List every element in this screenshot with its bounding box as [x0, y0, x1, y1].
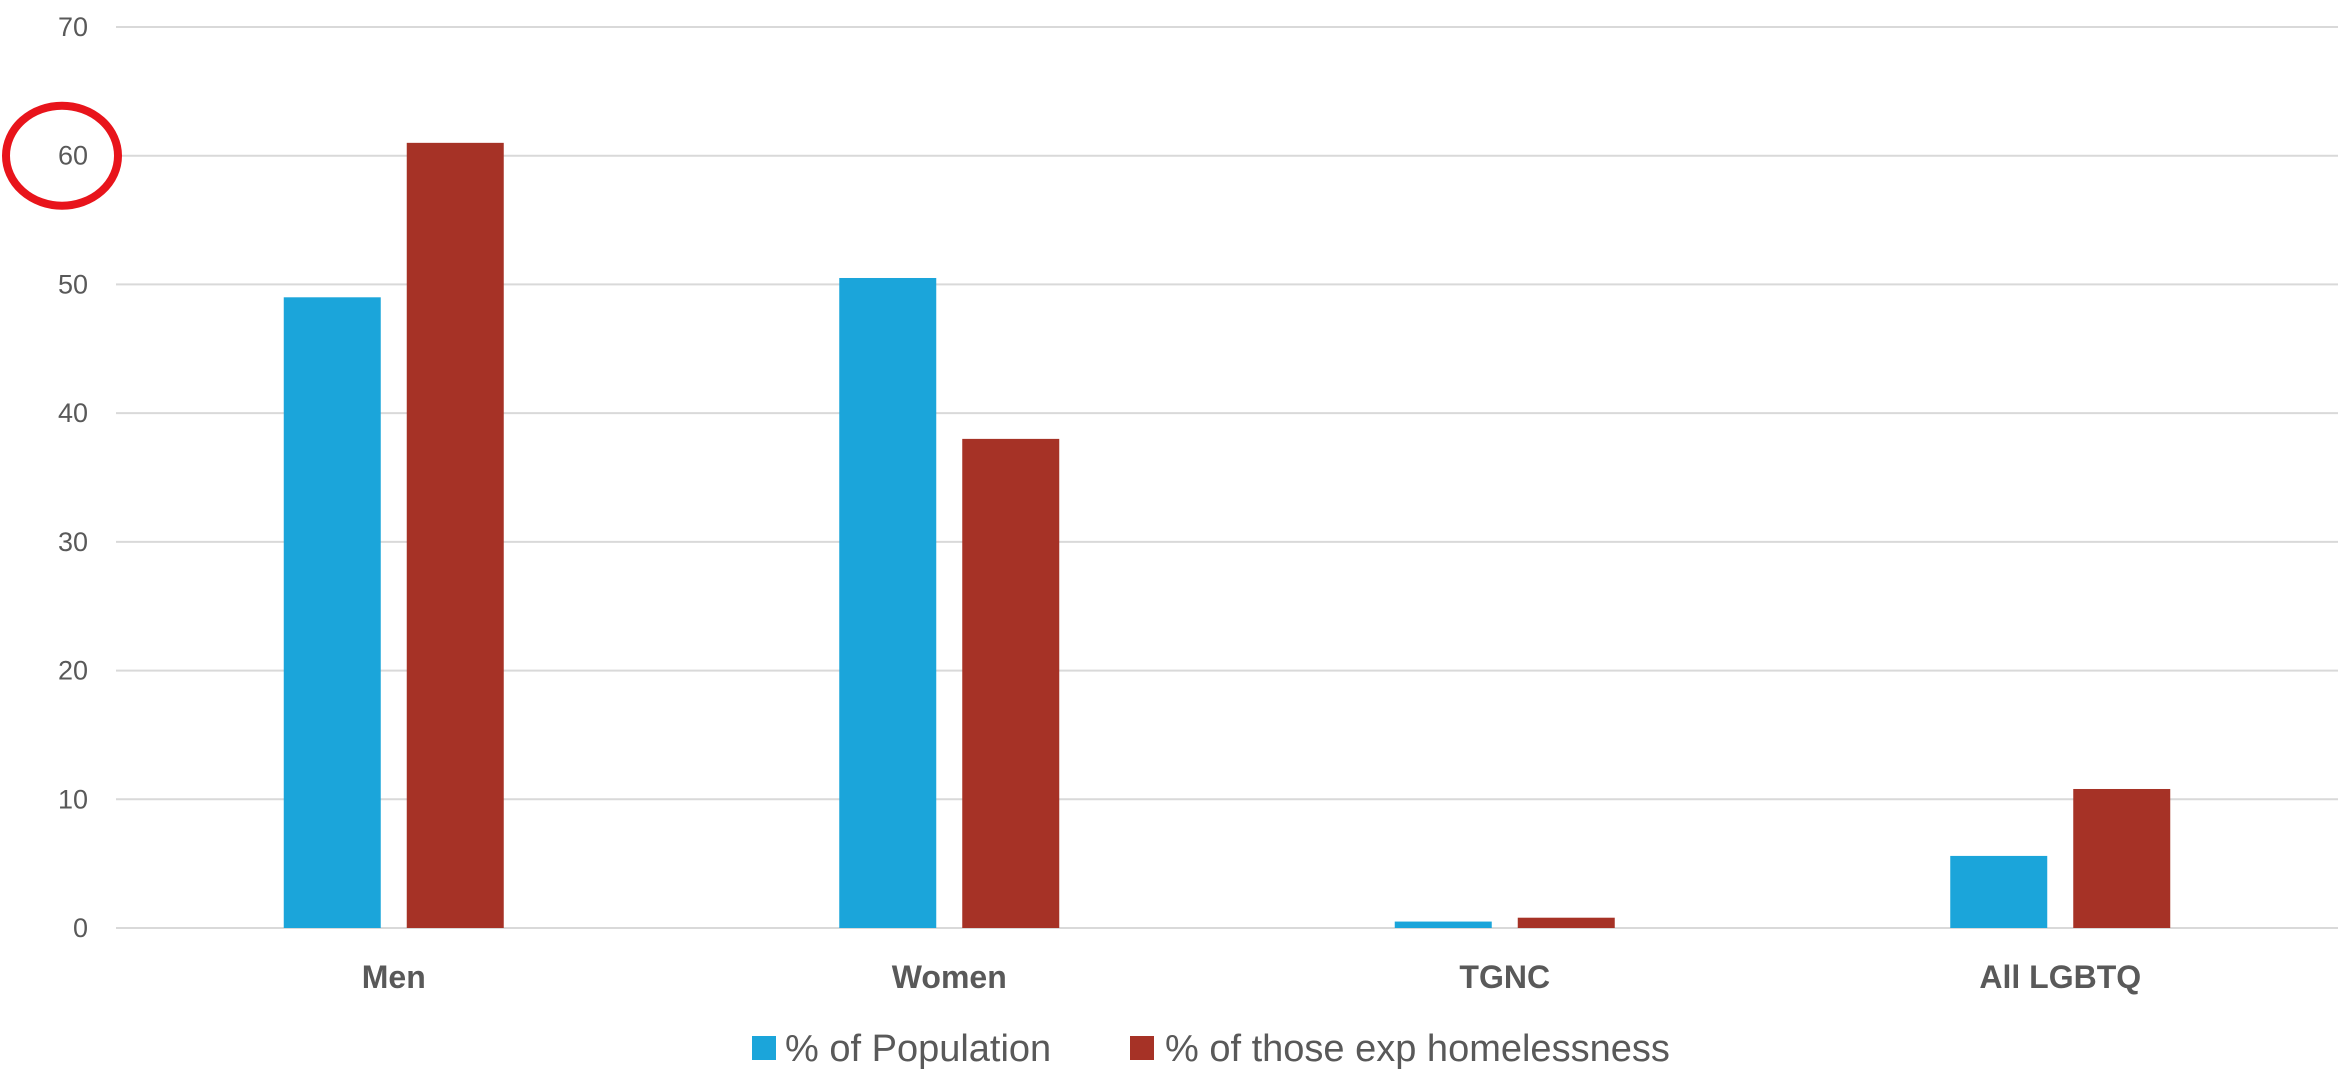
x-axis-category-labels: Men Women TGNC All LGBTQ	[362, 959, 2141, 995]
y-tick-label: 60	[58, 141, 88, 171]
y-tick-label: 30	[58, 527, 88, 557]
legend-label: % of those exp homelessness	[1165, 1028, 1670, 1070]
bar-tgnc-series-2	[1517, 917, 1615, 928]
bar-men-series-2	[406, 142, 504, 929]
annotations	[2, 101, 122, 210]
y-tick-label: 70	[58, 12, 88, 42]
bar-tgnc-series-1	[1394, 921, 1492, 928]
legend: % of Population % of those exp homelessne…	[752, 1028, 1670, 1070]
bar-women-series-2	[962, 438, 1060, 928]
y-tick-label: 0	[73, 913, 88, 943]
bar-men-series-1	[283, 297, 381, 928]
y-tick-label: 40	[58, 398, 88, 428]
highlight-circle	[2, 101, 122, 210]
y-axis-tick-labels: 0 10 20 30 40 50 60 70	[58, 12, 88, 943]
bars	[283, 142, 2171, 929]
x-category-label: All LGBTQ	[1979, 959, 2141, 995]
x-category-label: TGNC	[1459, 959, 1550, 995]
y-tick-label: 50	[58, 269, 88, 299]
x-category-label: Women	[892, 959, 1007, 995]
y-tick-label: 10	[58, 784, 88, 814]
legend-swatch	[1130, 1036, 1154, 1060]
bar-all-lgbtq-series-1	[1950, 855, 2048, 928]
legend-label: % of Population	[785, 1028, 1051, 1070]
x-category-label: Men	[362, 959, 426, 995]
legend-swatch	[752, 1036, 776, 1060]
bar-all-lgbtq-series-2	[2073, 788, 2171, 928]
y-tick-label: 20	[58, 656, 88, 686]
bar-women-series-1	[839, 277, 937, 928]
